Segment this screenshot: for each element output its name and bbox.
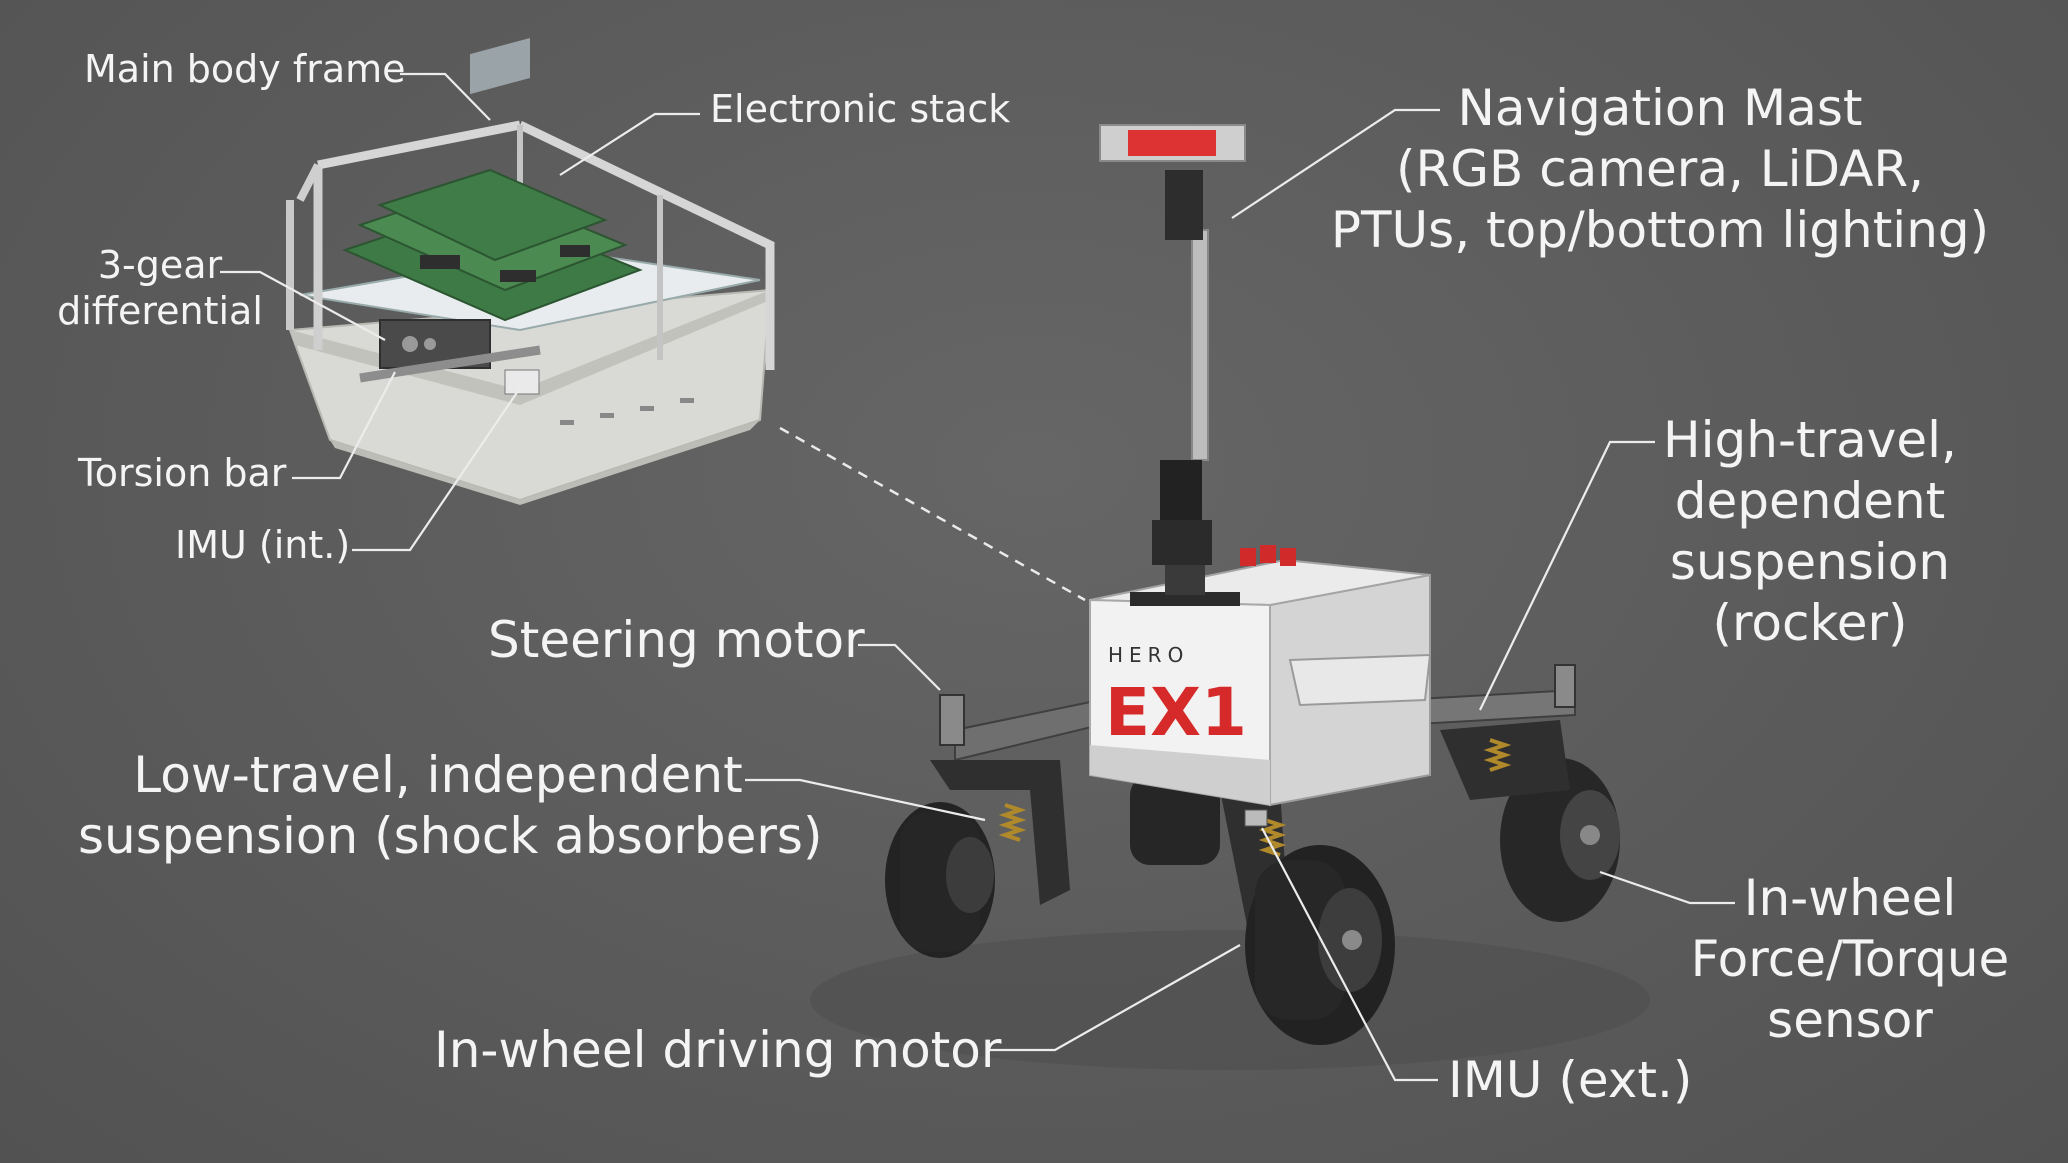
top-connectors (1240, 545, 1296, 566)
leader-imu-ext (1261, 827, 1438, 1082)
inset-link-dashed (779, 426, 1086, 602)
label-nav-mast-line1: Navigation Mast (1457, 79, 1863, 137)
rear-left-wheel (1130, 775, 1220, 865)
label-torsion-bar: Torsion bar (78, 451, 287, 495)
leader-imu-int (352, 387, 521, 552)
rear-right-wheel (1500, 758, 1620, 922)
label-low-travel-line2: suspension (shock absorbers) (78, 807, 823, 865)
label-main-body-frame: Main body frame (84, 47, 406, 91)
rover: HERO EX1 (885, 124, 1620, 1045)
body-cutaway-inset (286, 37, 775, 505)
leader-electronic-stack (559, 112, 700, 176)
label-gear-diff-line1: 3-gear (97, 243, 223, 287)
leader-in-wheel-ft (1599, 870, 1735, 905)
leader-lines (220, 72, 1735, 1082)
label-high-travel-line1: High-travel, (1663, 411, 1957, 469)
steering-motor-right (1554, 664, 1576, 708)
mast-lidar (1160, 460, 1202, 520)
leader-high-travel (1479, 440, 1655, 711)
steering-motor-left (939, 694, 965, 746)
label-gear-diff-line2: differential (57, 289, 263, 334)
label-nav-mast-line2: (RGB camera, LiDAR, (1396, 140, 1924, 198)
label-navigation-mast: Navigation Mast (RGB camera, LiDAR, PTUs… (1330, 78, 1990, 261)
rocker-arm-left (954, 698, 1101, 762)
label-high-travel-line2: dependent (1674, 472, 1946, 530)
leader-nav-mast (1231, 108, 1440, 219)
mast-pole (1191, 229, 1209, 461)
rover-logo-big: EX1 (1105, 674, 1247, 751)
front-right-wheel (1245, 845, 1395, 1045)
leader-main-body-frame (400, 72, 491, 121)
leader-steering-motor (858, 643, 941, 691)
label-in-wheel-ft-line3: sensor (1767, 991, 1933, 1049)
leader-low-travel (745, 778, 986, 822)
imu-ext-module (1244, 809, 1268, 827)
rover-logo-small: HERO (1108, 643, 1189, 667)
label-high-travel-line4: (rocker) (1712, 594, 1908, 652)
mast-pan-tilt (1165, 170, 1203, 240)
label-low-travel-suspension: Low-travel, independent suspension (shoc… (78, 745, 823, 867)
label-nav-mast-line3: PTUs, top/bottom lighting) (1330, 201, 1990, 259)
leader-in-wheel-motor (990, 944, 1241, 1052)
floor-shadow (810, 930, 1650, 1070)
label-imu-int: IMU (int.) (175, 523, 351, 567)
label-electronic-stack: Electronic stack (710, 87, 1011, 131)
label-in-wheel-ft-line2: Force/Torque (1690, 930, 2010, 988)
leader-torsion-bar (292, 371, 396, 480)
label-high-travel-line3: suspension (1669, 533, 1951, 591)
label-in-wheel-ft-line1: In-wheel (1743, 869, 1957, 927)
label-steering-motor: Steering motor (488, 611, 865, 669)
label-3-gear-differential: 3-gear differential (55, 242, 265, 335)
label-in-wheel-force-torque: In-wheel Force/Torque sensor (1680, 868, 2020, 1051)
label-imu-ext: IMU (ext.) (1448, 1051, 1693, 1109)
leader-gear-diff (220, 270, 386, 341)
front-left-wheel (885, 802, 995, 958)
label-in-wheel-driving-motor: In-wheel driving motor (434, 1021, 1002, 1079)
label-low-travel-line1: Low-travel, independent (133, 746, 743, 804)
label-high-travel-suspension: High-travel, dependent suspension (rocke… (1650, 410, 1970, 654)
